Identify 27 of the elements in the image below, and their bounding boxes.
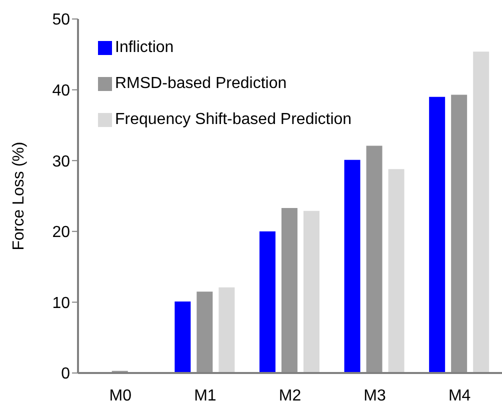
- x-tick-label: M4: [448, 387, 471, 404]
- bar: [344, 160, 360, 373]
- bar: [281, 208, 298, 373]
- y-axis-title: Force Loss (%): [10, 142, 28, 250]
- y-tick-label: 0: [61, 366, 70, 383]
- bar: [429, 96, 446, 373]
- bar: [473, 52, 490, 373]
- bar: [451, 94, 468, 373]
- x-tick-label: M1: [194, 387, 216, 404]
- y-tick-label: 40: [52, 82, 70, 100]
- x-tick-label: M0: [109, 387, 132, 404]
- y-tick-label: 10: [52, 294, 70, 312]
- y-tick-label: 30: [52, 153, 70, 170]
- bar: [303, 210, 320, 373]
- y-tick-label: 50: [52, 12, 70, 29]
- y-tick-label: 20: [52, 224, 70, 242]
- x-tick-label: M2: [278, 387, 302, 404]
- bar: [196, 292, 213, 373]
- legend-label: RMSD-based Prediction: [115, 75, 287, 93]
- x-tick-label: M3: [364, 387, 386, 404]
- legend-label: Infliction: [115, 39, 174, 57]
- bar: [388, 169, 404, 373]
- bar: [366, 146, 382, 373]
- bar: [218, 287, 235, 373]
- bar: [259, 231, 276, 373]
- bar: [174, 301, 191, 373]
- legend-label: Frequency Shift-based Prediction: [115, 111, 352, 129]
